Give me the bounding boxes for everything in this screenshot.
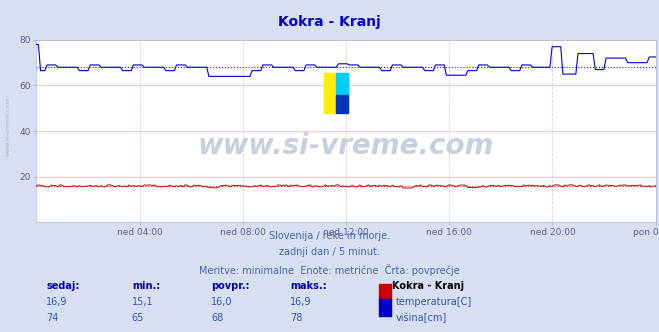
Text: 78: 78 — [290, 313, 302, 323]
Text: 16,9: 16,9 — [290, 297, 312, 307]
Text: 15,1: 15,1 — [132, 297, 154, 307]
Text: Kokra - Kranj: Kokra - Kranj — [392, 281, 464, 290]
Text: min.:: min.: — [132, 281, 160, 290]
Text: povpr.:: povpr.: — [211, 281, 249, 290]
Text: zadnji dan / 5 minut.: zadnji dan / 5 minut. — [279, 247, 380, 257]
Text: www.si-vreme.com: www.si-vreme.com — [5, 96, 11, 156]
Text: Kokra - Kranj: Kokra - Kranj — [278, 15, 381, 29]
Text: maks.:: maks.: — [290, 281, 327, 290]
Text: višina[cm]: višina[cm] — [395, 313, 447, 323]
Text: 68: 68 — [211, 313, 223, 323]
Text: www.si-vreme.com: www.si-vreme.com — [198, 132, 494, 160]
Text: 74: 74 — [46, 313, 59, 323]
Text: sedaj:: sedaj: — [46, 281, 80, 290]
Text: temperatura[C]: temperatura[C] — [395, 297, 472, 307]
Text: 16,9: 16,9 — [46, 297, 68, 307]
Bar — [336, 73, 348, 95]
Text: 16,0: 16,0 — [211, 297, 233, 307]
Text: Slovenija / reke in morje.: Slovenija / reke in morje. — [269, 231, 390, 241]
Bar — [336, 95, 348, 113]
Bar — [324, 73, 336, 113]
Text: 65: 65 — [132, 313, 144, 323]
Text: Meritve: minimalne  Enote: metrične  Črta: povprečje: Meritve: minimalne Enote: metrične Črta:… — [199, 264, 460, 276]
